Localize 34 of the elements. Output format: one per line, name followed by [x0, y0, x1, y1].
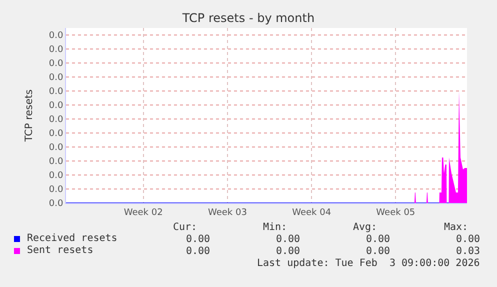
y-tick-label: 0.0: [48, 171, 64, 182]
y-tick-label: 0.0: [48, 101, 64, 112]
text: Avg:: [353, 222, 378, 233]
text: 0.00: [276, 234, 300, 245]
y-tick-label: 0.0: [48, 199, 64, 210]
text: 0.00: [276, 246, 300, 257]
text: 0.00: [186, 246, 210, 257]
text: 0.00: [366, 246, 390, 257]
y-tick-label: 0.0: [48, 115, 64, 126]
y-tick-label: 0.0: [48, 45, 64, 56]
y-tick-label: 0.0: [48, 31, 64, 42]
legend-label: Received resets: [27, 233, 118, 245]
x-tick-label: Week 03: [208, 208, 247, 218]
text: Last update: Tue Feb 3 09:00:00 2026: [257, 258, 480, 269]
text: 0.00: [456, 234, 480, 245]
text: 0.03: [456, 246, 480, 257]
y-tick-label: 0.0: [48, 185, 64, 196]
chart-title: TCP resets - by month: [181, 11, 315, 26]
legend-label: Sent resets: [27, 245, 94, 257]
y-axis-title: TCP resets: [24, 89, 35, 143]
x-tick-label: Week 04: [292, 208, 332, 218]
text: 0.00: [186, 234, 210, 245]
y-tick-label: 0.0: [48, 157, 64, 168]
text: 0.00: [366, 234, 390, 245]
text: Cur:: [173, 222, 198, 233]
text: Max:: [444, 222, 468, 233]
text: Min:: [263, 222, 288, 233]
y-tick-label: 0.0: [48, 59, 64, 70]
y-tick-label: 0.0: [48, 129, 64, 140]
x-tick-label: Week 02: [124, 208, 163, 218]
y-tick-label: 0.0: [48, 143, 64, 154]
x-tick-label: Week 05: [376, 208, 416, 218]
y-tick-label: 0.0: [48, 73, 64, 84]
y-tick-label: 0.0: [48, 87, 64, 98]
